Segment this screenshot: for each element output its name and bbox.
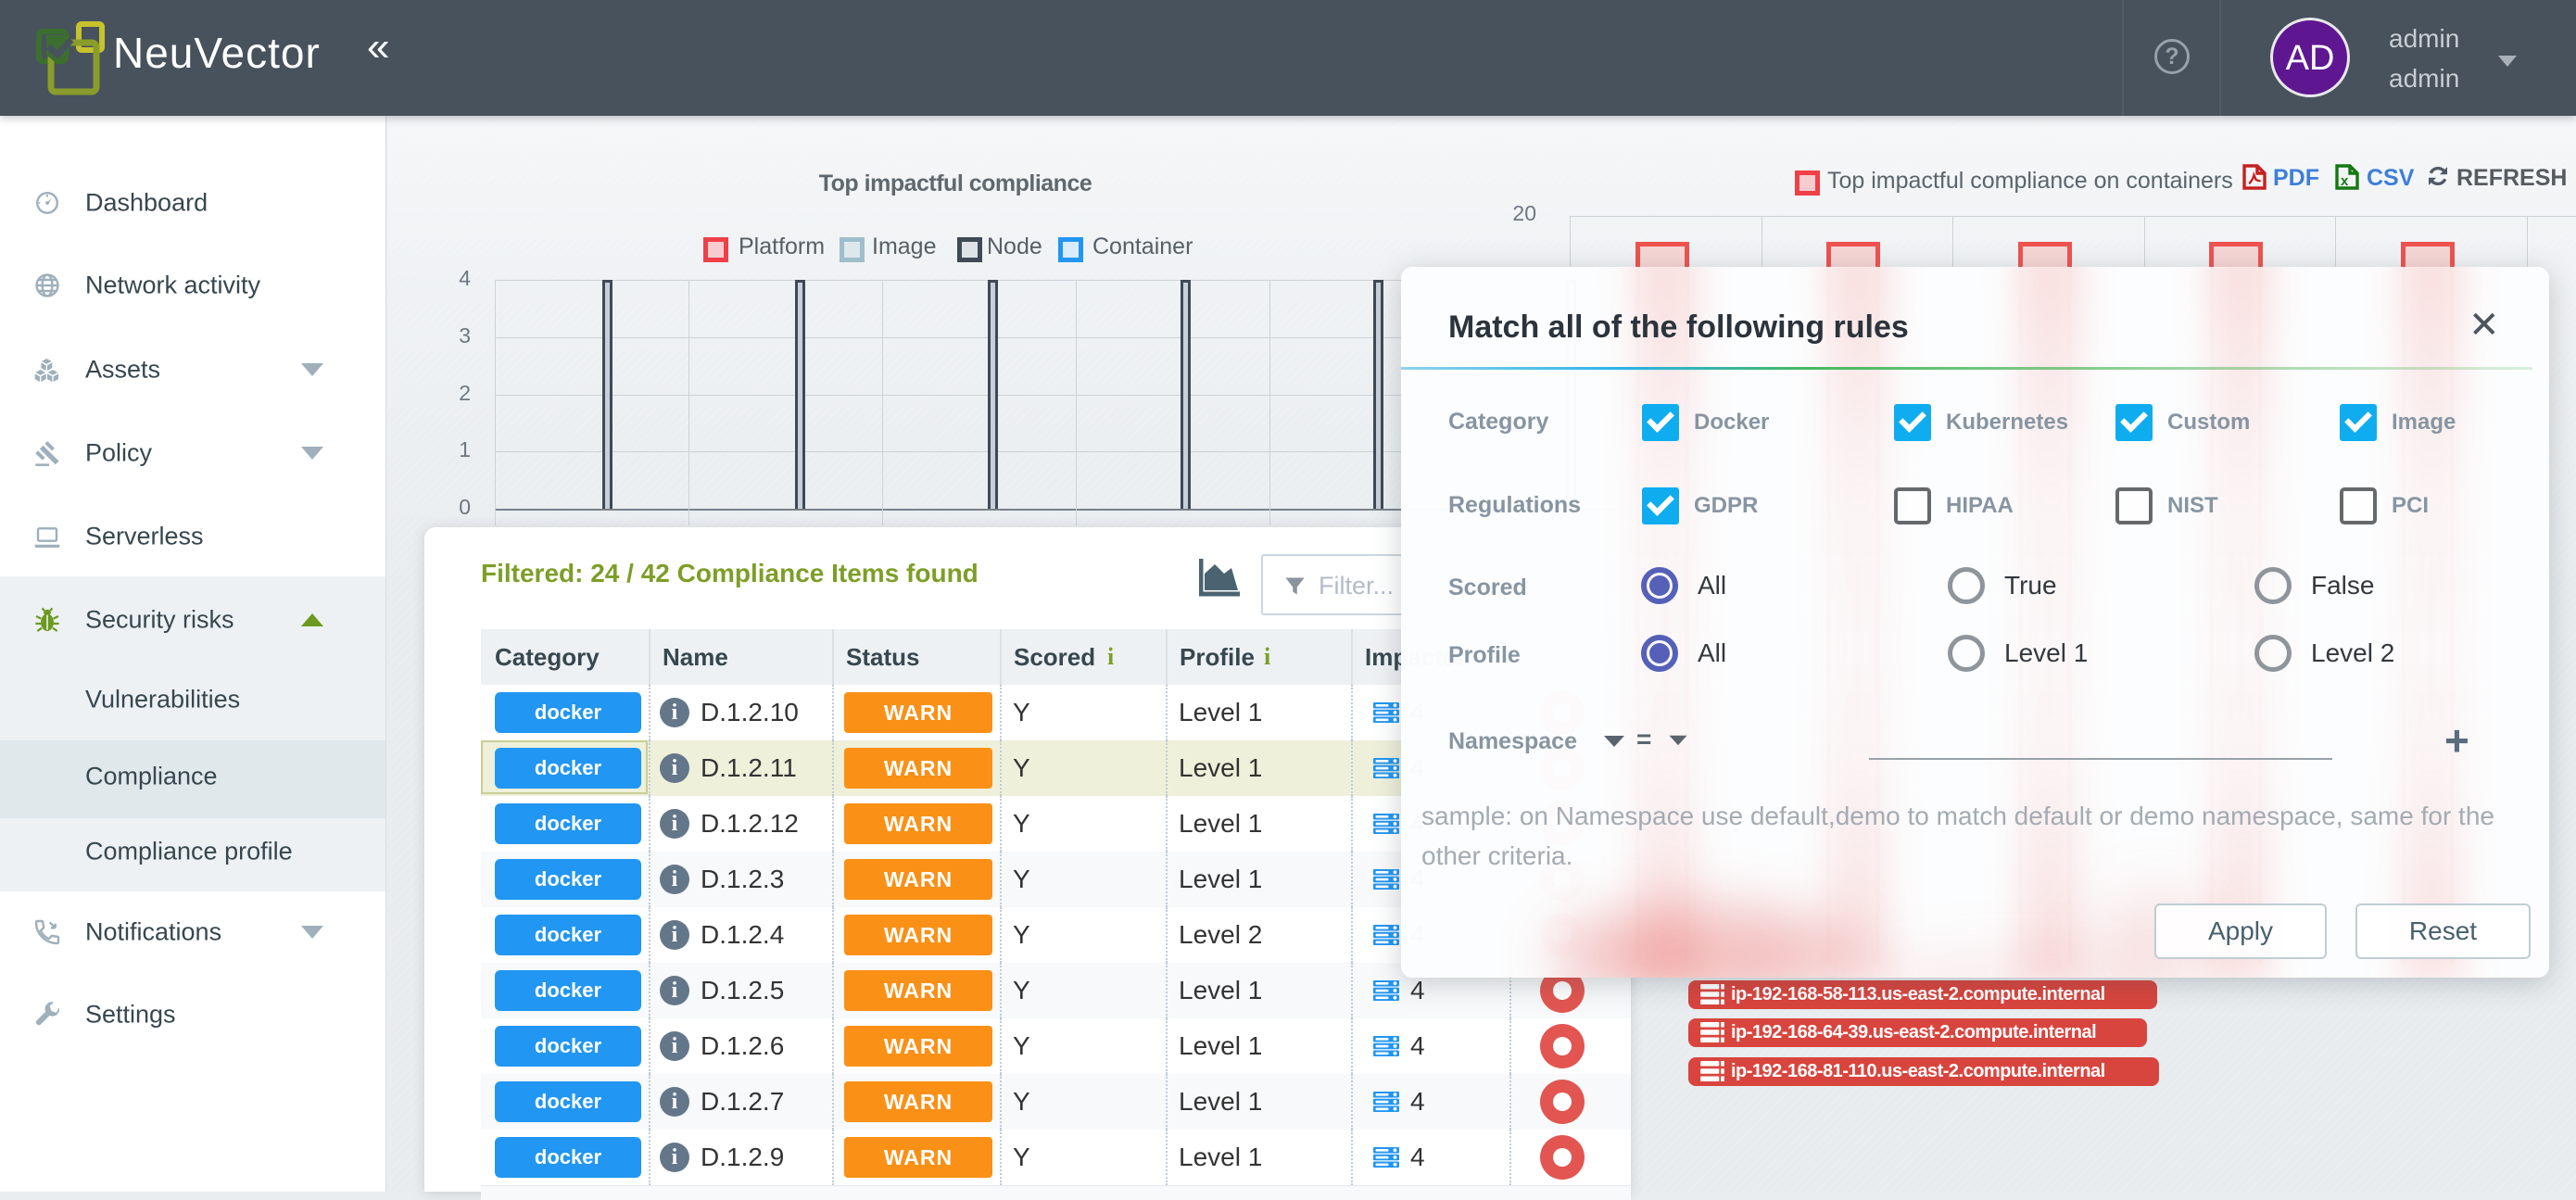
svg-text:x: x	[2341, 173, 2349, 189]
